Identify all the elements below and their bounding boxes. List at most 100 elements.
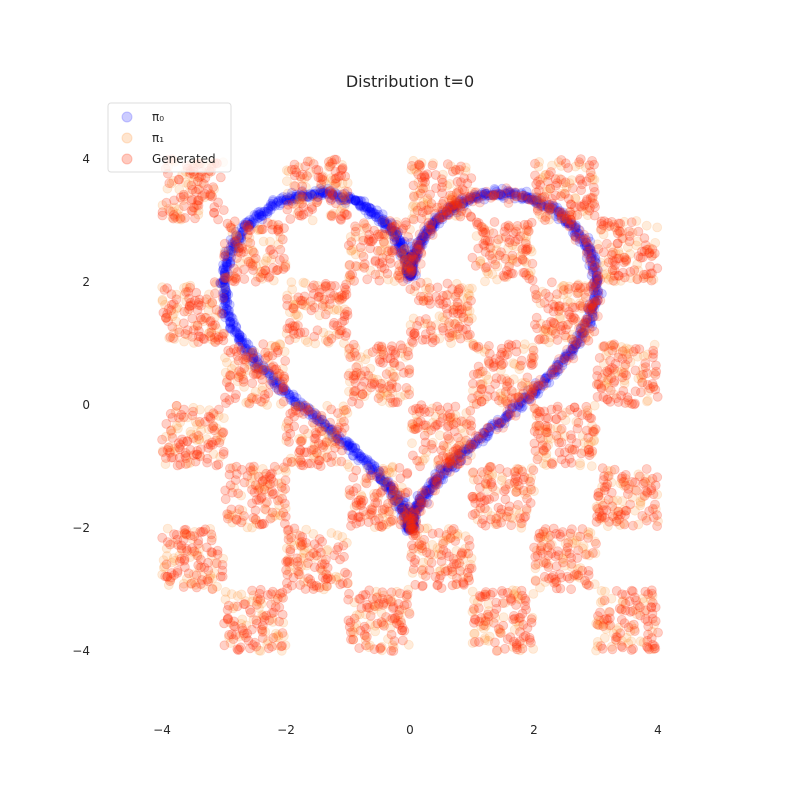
pi1-point bbox=[337, 532, 348, 542]
pi0-point bbox=[442, 209, 453, 220]
pi0-point bbox=[549, 201, 560, 212]
pi1-point bbox=[218, 284, 229, 294]
generated-point bbox=[420, 437, 431, 448]
pi0-point bbox=[469, 189, 480, 200]
pi0-point bbox=[452, 200, 463, 211]
generated-point bbox=[248, 461, 259, 472]
pi0-point bbox=[517, 193, 528, 204]
pi0-point bbox=[457, 193, 468, 204]
pi1-point bbox=[157, 294, 168, 305]
generated-point bbox=[444, 318, 455, 328]
pi0-point bbox=[412, 250, 423, 261]
generated-point bbox=[619, 272, 630, 283]
generated-point bbox=[560, 177, 571, 188]
pi0-point bbox=[510, 188, 520, 198]
pi0-point bbox=[413, 240, 424, 251]
generated-point bbox=[608, 340, 619, 351]
pi0-point bbox=[417, 240, 428, 250]
pi0-point bbox=[404, 266, 415, 277]
generated-point bbox=[217, 571, 228, 582]
pi0-point bbox=[441, 209, 452, 220]
generated-point bbox=[410, 424, 421, 435]
pi0-point bbox=[427, 222, 438, 233]
generated-point bbox=[288, 303, 299, 313]
pi0-point bbox=[562, 216, 572, 227]
pi0-point bbox=[409, 259, 419, 270]
pi0-point bbox=[416, 232, 427, 243]
generated-point bbox=[624, 231, 635, 241]
generated-point bbox=[377, 257, 388, 268]
generated-point bbox=[388, 480, 399, 491]
generated-point bbox=[218, 427, 229, 438]
pi0-point bbox=[438, 209, 449, 220]
generated-point bbox=[602, 238, 612, 249]
pi0-point bbox=[403, 266, 414, 277]
generated-point bbox=[540, 288, 551, 299]
pi0-point bbox=[572, 335, 583, 346]
generated-point bbox=[395, 340, 406, 351]
generated-point bbox=[532, 323, 542, 334]
generated-point bbox=[401, 220, 411, 231]
generated-point bbox=[527, 258, 538, 269]
generated-point bbox=[420, 314, 431, 324]
generated-point bbox=[470, 260, 481, 271]
pi0-point bbox=[559, 213, 570, 224]
generated-point bbox=[394, 462, 405, 473]
pi0-point bbox=[538, 201, 548, 212]
generated-point bbox=[493, 502, 504, 513]
pi0-point bbox=[406, 268, 417, 279]
pi0-point bbox=[427, 217, 438, 228]
generated-point bbox=[444, 332, 455, 343]
generated-point bbox=[484, 384, 495, 395]
generated-point bbox=[610, 256, 620, 267]
pi0-point bbox=[409, 253, 420, 264]
pi0-point bbox=[438, 209, 448, 220]
generated-point bbox=[509, 477, 520, 488]
pi0-point bbox=[449, 200, 460, 210]
pi0-point bbox=[488, 190, 498, 201]
pi0-point bbox=[572, 330, 582, 341]
pi0-point bbox=[510, 189, 521, 200]
generated-point bbox=[565, 404, 576, 415]
generated-point bbox=[639, 490, 650, 501]
pi0-point bbox=[410, 251, 421, 262]
generated-point bbox=[490, 259, 501, 270]
generated-point bbox=[477, 366, 488, 377]
pi0-point bbox=[574, 225, 585, 236]
generated-point bbox=[649, 248, 660, 259]
generated-point bbox=[442, 159, 453, 170]
pi0-point bbox=[590, 288, 601, 299]
pi0-point bbox=[490, 190, 501, 200]
pi0-point bbox=[451, 207, 462, 218]
pi0-point bbox=[590, 251, 600, 262]
generated-point bbox=[455, 211, 466, 222]
generated-point bbox=[561, 546, 572, 557]
generated-point bbox=[475, 379, 486, 390]
pi0-point bbox=[535, 198, 545, 209]
series-pi0-points bbox=[215, 183, 607, 536]
pi0-point bbox=[593, 265, 603, 276]
generated-point bbox=[322, 336, 333, 347]
pi0-point bbox=[405, 270, 416, 281]
generated-point bbox=[199, 562, 210, 573]
generated-point bbox=[371, 471, 382, 482]
pi0-point bbox=[585, 242, 596, 253]
pi0-point bbox=[413, 248, 424, 259]
pi0-point bbox=[406, 267, 417, 278]
pi0-point bbox=[408, 253, 419, 264]
generated-point bbox=[466, 295, 476, 306]
generated-point bbox=[630, 386, 641, 397]
generated-point bbox=[247, 378, 258, 389]
generated-point bbox=[348, 391, 359, 401]
generated-point bbox=[368, 233, 379, 244]
generated-point bbox=[286, 532, 297, 543]
generated-point bbox=[339, 551, 349, 562]
generated-point bbox=[531, 179, 542, 190]
generated-point bbox=[161, 559, 172, 570]
pi0-point bbox=[406, 258, 417, 268]
generated-point bbox=[278, 462, 289, 473]
generated-point bbox=[296, 436, 307, 447]
pi0-point bbox=[585, 318, 596, 329]
pi0-point bbox=[580, 240, 590, 251]
pi0-point bbox=[588, 267, 598, 278]
